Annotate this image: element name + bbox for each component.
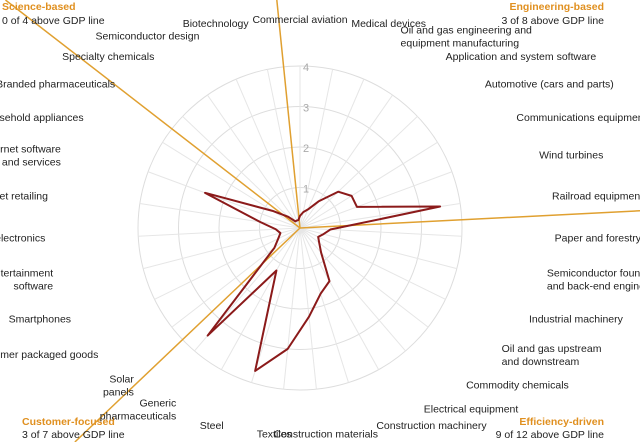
category-label: Smartphones	[9, 313, 71, 325]
spoke	[299, 69, 334, 229]
category-label: Industrial machinery	[529, 313, 624, 325]
spoke	[299, 227, 317, 390]
radar-line	[204, 190, 442, 372]
r-tick-label: 3	[303, 102, 309, 114]
category-label: Commercial aviation	[252, 14, 347, 26]
spoke	[171, 227, 301, 328]
category-label: Solar panels	[103, 373, 134, 398]
spoke	[147, 171, 301, 229]
category-label: Oil and gas engineering and equipment man…	[401, 24, 533, 49]
spoke	[162, 141, 301, 229]
group-divider	[4, 0, 301, 229]
category-label: Oil and gas upstream and downstream	[502, 343, 602, 368]
spoke	[299, 141, 438, 229]
category-label: Specialty chemicals	[62, 51, 154, 63]
spoke	[235, 78, 301, 229]
spoke	[299, 171, 453, 229]
spoke	[299, 227, 406, 352]
group-name: Science-based	[2, 1, 76, 13]
spoke	[143, 227, 301, 270]
group-divider	[299, 210, 640, 229]
spoke	[299, 227, 462, 237]
category-label: Household appliances	[0, 112, 84, 124]
spoke	[299, 94, 393, 229]
category-label: Consumer electronics	[0, 232, 45, 244]
category-label: Paper and forestry	[555, 232, 640, 244]
spoke	[251, 227, 301, 383]
group-note: 0 of 4 above GDP line	[2, 15, 105, 27]
spoke	[299, 227, 380, 370]
category-label: Application and system software	[446, 51, 597, 63]
spoke	[299, 227, 429, 328]
spoke	[182, 116, 301, 229]
r-tick-label: 1	[303, 183, 309, 195]
spoke	[139, 202, 301, 229]
r-tick-label: 2	[303, 143, 309, 155]
group-note: 9 of 12 above GDP line	[496, 429, 605, 441]
category-label: Textiles	[257, 429, 292, 441]
spoke	[266, 69, 301, 229]
r-tick-label: 4	[303, 62, 309, 74]
category-label: Electrical equipment	[424, 404, 519, 416]
spoke	[299, 227, 457, 270]
group-name: Efficiency-driven	[519, 416, 604, 428]
category-label: Consumer packaged goods	[0, 349, 98, 361]
grid	[4, 0, 640, 442]
category-label: Railroad equipment	[552, 190, 640, 202]
group-name: Engineering-based	[509, 1, 604, 13]
category-label: Construction materials	[274, 429, 378, 441]
category-label: Commodity chemicals	[466, 380, 569, 392]
spoke	[154, 227, 301, 300]
category-label: Automotive (cars and parts)	[485, 78, 614, 90]
category-label: Biotechnology	[183, 18, 250, 30]
category-label: Wind turbines	[539, 150, 603, 162]
category-label: Branded pharmaceuticals	[0, 78, 115, 90]
spoke	[299, 227, 349, 383]
spoke	[138, 227, 301, 237]
group-divider	[276, 0, 301, 229]
category-label: Generic pharmaceuticals	[100, 397, 176, 422]
group-name: Customer-focused	[22, 416, 115, 428]
category-label: Medical devices	[351, 18, 426, 30]
category-label: Internet retailing	[0, 190, 48, 202]
spoke	[220, 227, 301, 370]
spoke	[299, 116, 418, 229]
category-label: Home entertainmentsoftware	[0, 267, 53, 292]
spoke	[283, 227, 301, 390]
group-note: 3 of 7 above GDP line	[22, 429, 125, 441]
category-label: Semiconductor design	[96, 31, 200, 43]
group-note: 3 of 8 above GDP line	[501, 15, 604, 27]
spoke	[299, 78, 365, 229]
category-label: Construction machinery	[376, 420, 487, 432]
category-label: Semiconductor foundryand back-end engine…	[547, 267, 640, 292]
spoke	[207, 94, 301, 229]
category-label: Communications equipment	[516, 112, 640, 124]
category-label: Steel	[200, 420, 224, 432]
spoke	[299, 227, 446, 300]
